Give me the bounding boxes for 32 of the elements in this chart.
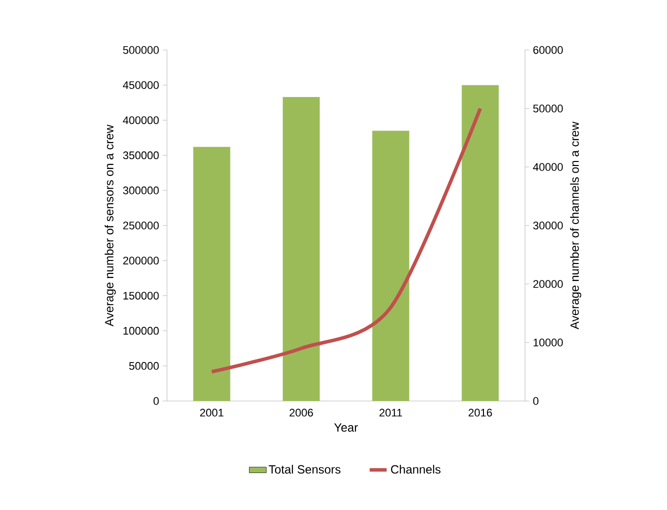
y-tick-label: 0 [154, 397, 159, 405]
y-tick-label: 200000 [123, 256, 159, 264]
bar [193, 146, 230, 401]
y2-tick-label: 40000 [533, 163, 563, 171]
y-tick-label: 100000 [123, 326, 159, 335]
y2-tick-label: 0 [533, 397, 538, 405]
line-series [210, 106, 482, 374]
x-axis-title: Year [334, 423, 358, 432]
y-tick-label: 500000 [123, 46, 159, 54]
legend-label: Channels [391, 464, 440, 474]
y2-axis-title: Average number of channels on a crew [570, 122, 582, 330]
y-tick-label: 250000 [123, 222, 159, 230]
x-tick-label: 2006 [290, 408, 313, 417]
y-tick-label: 450000 [122, 81, 159, 89]
y2-tick-label: 20000 [533, 280, 563, 288]
y-tick-label: 300000 [123, 186, 159, 194]
y-tick-label: 150000 [123, 292, 159, 300]
legend-label: Total Sensors [268, 464, 340, 474]
y-tick-label: 50000 [129, 362, 159, 370]
y2-tick-label: 50000 [533, 104, 563, 112]
x-tick-label: 2011 [380, 408, 402, 417]
x-tick-label: 2016 [468, 408, 492, 417]
x-tick-label: 2001 [200, 408, 224, 417]
y2-tick-label: 10000 [534, 338, 563, 346]
y2-tick-label: 60000 [533, 46, 563, 54]
bar [462, 85, 499, 401]
y-tick-label: 350000 [123, 151, 159, 160]
bar [282, 97, 320, 401]
bar [372, 130, 410, 401]
y-tick-label: 400000 [122, 116, 159, 124]
y-axis-title: Average number of sensors on a crew [104, 124, 116, 326]
y2-tick-label: 30000 [533, 222, 563, 230]
